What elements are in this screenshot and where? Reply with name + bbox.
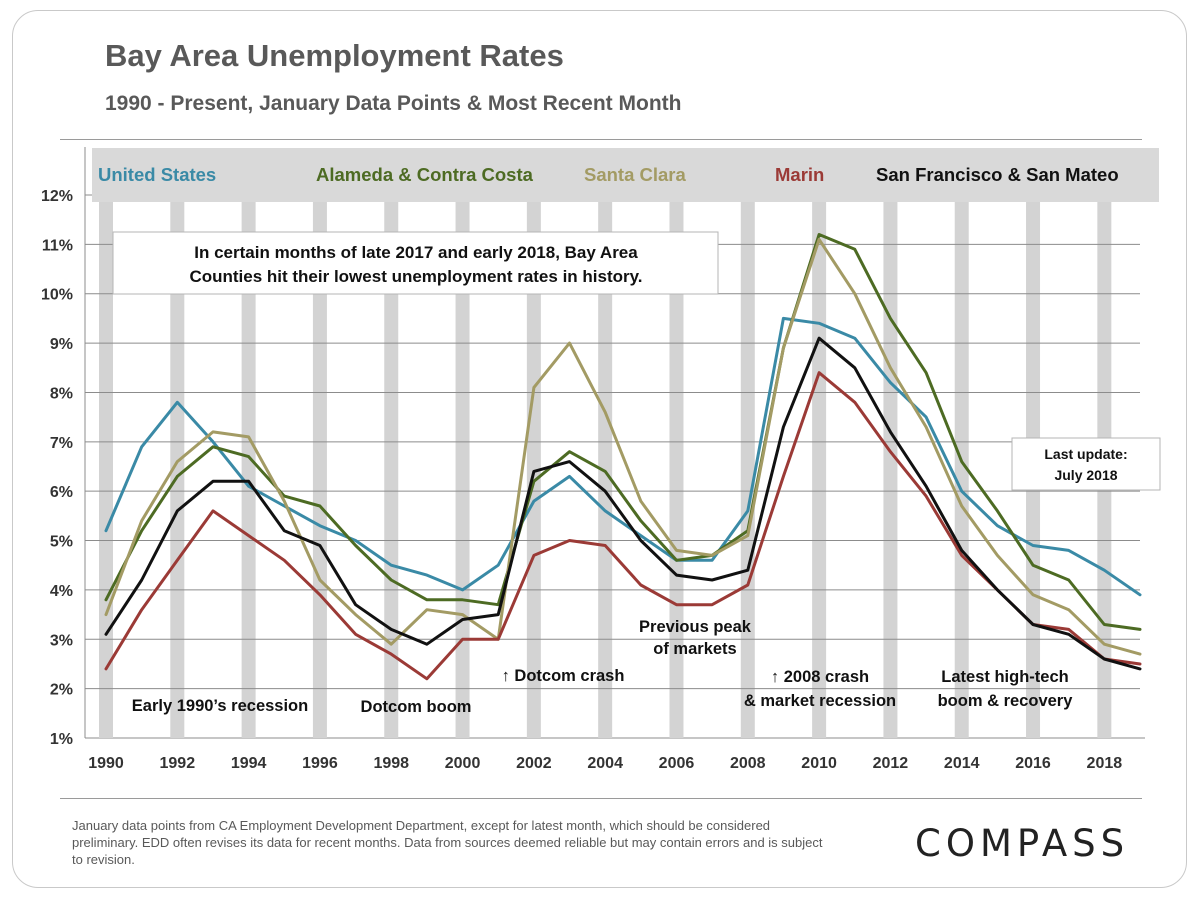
y-tick-label: 10% (41, 287, 73, 304)
year-band-2004 (598, 197, 613, 738)
source-footnote: January data points from CA Employment D… (72, 818, 823, 867)
x-tick-label: 1990 (88, 755, 124, 772)
header-divider (60, 139, 1142, 140)
x-tick-label: 2002 (516, 755, 552, 772)
x-tick-label: 2006 (659, 755, 695, 772)
year-band-2012 (883, 197, 898, 738)
x-tick-label: 1998 (373, 755, 409, 772)
year-band-2010 (812, 197, 827, 738)
annotation-previous-peak-2: of markets (653, 640, 736, 658)
x-tick-label: 2004 (587, 755, 623, 772)
series-line-1 (104, 316, 1142, 597)
y-tick-label: 1% (50, 731, 73, 748)
year-band-2000 (455, 197, 470, 738)
x-tick-label: 1992 (160, 755, 196, 772)
x-tick-label: 2008 (730, 755, 766, 772)
y-tick-label: 2% (50, 682, 73, 699)
series-line-4 (104, 371, 1142, 681)
annotation-dotcom-boom: Dotcom boom (361, 698, 472, 716)
annotation-early-recession: Early 1990’s recession (132, 697, 308, 715)
year-band-1992 (170, 197, 185, 738)
y-tick-label: 4% (50, 583, 73, 600)
last-update-line-2: July 2018 (1054, 467, 1117, 483)
x-tick-label: 2000 (445, 755, 481, 772)
last-update-box (1011, 437, 1161, 491)
year-band-2014 (954, 197, 969, 738)
x-tick-label: 1996 (302, 755, 338, 772)
y-tick-label: 5% (50, 534, 73, 551)
x-tick-label: 2012 (873, 755, 909, 772)
legend-band (92, 148, 1159, 202)
year-band-1994 (241, 197, 256, 738)
year-band-1998 (384, 197, 399, 738)
last-update-line-1: Last update: (1044, 446, 1127, 462)
note-line-1: In certain months of late 2017 and early… (194, 243, 638, 262)
compass-logo: COMPASS (915, 822, 1130, 865)
annotation-dotcom-crash: ↑ Dotcom crash (502, 667, 625, 685)
y-tick-label: 9% (50, 336, 73, 353)
legend-entry: Alameda & Contra Costa (316, 164, 534, 185)
year-band-2008 (740, 197, 755, 738)
y-tick-label: 11% (42, 237, 73, 254)
chart-subtitle: 1990 - Present, January Data Points & Mo… (105, 92, 682, 115)
y-tick-label: 3% (50, 632, 73, 649)
annotation-latest-boom-1: Latest high-tech (941, 668, 1068, 686)
chart-title: Bay Area Unemployment Rates (105, 38, 564, 73)
series-line-3 (104, 237, 1142, 656)
note-line-2: Counties hit their lowest unemployment r… (189, 267, 642, 286)
note-box (112, 231, 719, 295)
y-tick-label: 6% (50, 484, 73, 501)
year-band-1996 (312, 197, 327, 738)
year-band-1990 (99, 197, 113, 738)
legend-entry: United States (98, 164, 216, 185)
x-tick-label: 1994 (231, 755, 267, 772)
annotation-latest-boom-2: boom & recovery (938, 692, 1074, 710)
y-tick-label: 7% (50, 435, 73, 452)
series-line-5 (104, 336, 1142, 671)
legend-entry: Marin (775, 164, 824, 185)
y-tick-label: 8% (50, 385, 73, 402)
x-tick-label: 2010 (801, 755, 837, 772)
year-band-2002 (526, 197, 541, 738)
annotation-2008-crash-1: ↑ 2008 crash (771, 668, 869, 686)
y-tick-label: 12% (41, 188, 73, 205)
x-tick-label: 2014 (944, 755, 980, 772)
legend-entry: Santa Clara (584, 164, 687, 185)
annotation-previous-peak-1: Previous peak (639, 618, 752, 636)
x-tick-label: 2016 (1015, 755, 1051, 772)
x-tick-label: 2018 (1087, 755, 1123, 772)
legend-entry: San Francisco & San Mateo (876, 164, 1119, 185)
footer-divider (60, 798, 1142, 799)
annotation-2008-crash-2: & market recession (744, 692, 896, 710)
